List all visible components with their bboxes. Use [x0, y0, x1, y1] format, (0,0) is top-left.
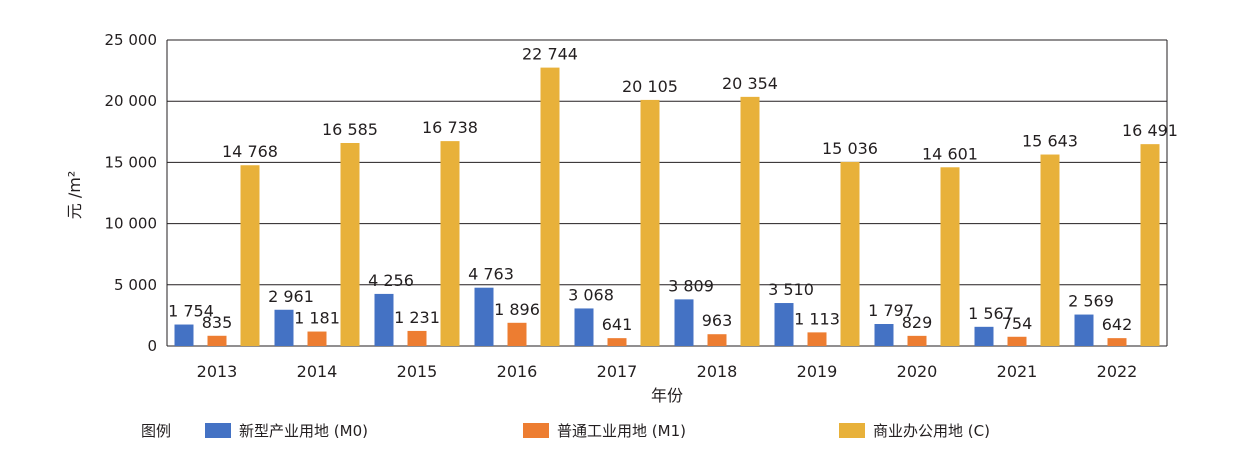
data-label: 16 491	[1122, 121, 1178, 140]
bar-series-2	[740, 96, 760, 347]
bar-series-1	[907, 335, 927, 346]
y-tick-label: 25 000	[105, 31, 158, 49]
data-labels-group: 1 754 2 961 4 256 4 763 3 068 3 809 3 510 1 797…	[168, 45, 1178, 335]
bar-series-2	[640, 99, 660, 347]
x-tick-label: 2017	[597, 362, 638, 381]
data-label: 14 601	[922, 144, 978, 163]
data-label: 1 896	[494, 300, 540, 319]
data-label: 1 231	[394, 308, 440, 327]
x-tick-label: 2019	[797, 362, 838, 381]
data-label: 22 744	[522, 45, 578, 64]
bar-series-1	[707, 334, 727, 346]
data-label: 4 763	[468, 265, 514, 284]
bar-series-1	[807, 332, 827, 346]
y-tick-label: 10 000	[105, 215, 158, 233]
bar-series-1	[207, 335, 227, 346]
data-label: 835	[202, 313, 233, 332]
data-label: 1 181	[294, 309, 340, 328]
legend-swatch-m0	[205, 423, 231, 438]
bar-series-2	[1040, 154, 1060, 346]
x-tick-labels: 2013 2014 2015 2016 2017 2018 2019 2020 2021 2022	[197, 362, 1138, 381]
legend-swatch-c	[839, 423, 865, 438]
data-label: 641	[602, 315, 633, 334]
data-label: 15 643	[1022, 132, 1078, 151]
bar-series-0	[274, 309, 294, 346]
bar-series-0	[874, 324, 894, 346]
data-label: 829	[902, 313, 933, 332]
y-axis-title: 元 /m²	[65, 171, 84, 219]
x-tick-label: 2022	[1097, 362, 1138, 381]
y-tick-label: 15 000	[105, 153, 158, 171]
x-tick-label: 2018	[697, 362, 738, 381]
bar-series-2	[340, 142, 360, 346]
bar-series-2	[940, 167, 960, 346]
data-label: 642	[1102, 315, 1133, 334]
data-label: 2 961	[268, 287, 314, 306]
x-tick-label: 2013	[197, 362, 238, 381]
x-tick-label: 2020	[897, 362, 938, 381]
x-tick-label: 2015	[397, 362, 438, 381]
legend-item-c: 商业办公用地 (C)	[839, 420, 990, 441]
legend-label-m1: 普通工业用地 (M1)	[557, 422, 686, 440]
bar-series-1	[1107, 338, 1127, 346]
bar-series-0	[374, 293, 394, 346]
gridlines	[166, 39, 1168, 347]
bar-series-1	[407, 330, 427, 346]
legend-label-c: 商业办公用地 (C)	[873, 422, 990, 440]
data-label: 1 113	[794, 309, 840, 328]
bar-series-2	[240, 165, 260, 346]
data-label: 16 738	[422, 118, 478, 137]
legend-swatch-m1	[523, 423, 549, 438]
data-label: 1 567	[968, 304, 1014, 323]
data-label: 1 797	[868, 301, 914, 320]
x-tick-label: 2014	[297, 362, 338, 381]
bar-series-0	[1074, 314, 1094, 346]
x-tick-label: 2021	[997, 362, 1038, 381]
y-tick-label: 5 000	[114, 276, 157, 294]
data-label: 15 036	[822, 139, 878, 158]
bar-series-2	[1140, 144, 1160, 346]
bar-series-0	[674, 299, 694, 346]
data-label: 3 809	[668, 276, 714, 295]
bar-series-0	[974, 326, 994, 346]
bar-series-1	[507, 322, 527, 346]
bar-series-0	[774, 303, 794, 346]
bar-series-0	[474, 287, 494, 346]
data-label: 14 768	[222, 142, 278, 161]
legend-title: 图例	[141, 422, 172, 440]
bar-series-1	[1007, 336, 1027, 346]
bar-series-0	[574, 308, 594, 346]
data-label: 20 354	[722, 74, 778, 93]
legend-item-m0: 新型产业用地 (M0)	[205, 420, 368, 441]
bar-series-2	[440, 141, 460, 346]
bar-series-2	[540, 67, 560, 347]
data-label: 3 510	[768, 280, 814, 299]
bar-series-0	[174, 324, 194, 346]
x-tick-label: 2016	[497, 362, 538, 381]
bars-group	[174, 67, 1160, 347]
y-tick-labels: 0 5 000 10 000 15 000 20 000 25 000	[105, 31, 158, 355]
legend-label-m0: 新型产业用地 (M0)	[239, 422, 368, 440]
data-label: 20 105	[622, 77, 678, 96]
bar-series-1	[607, 338, 627, 346]
data-label: 3 068	[568, 285, 614, 304]
data-label: 2 569	[1068, 292, 1114, 311]
data-label: 963	[702, 311, 733, 330]
legend-item-m1: 普通工业用地 (M1)	[523, 420, 686, 441]
data-label: 1 754	[168, 302, 214, 321]
data-label: 4 256	[368, 271, 414, 290]
bar-series-2	[840, 161, 860, 346]
y-tick-label: 20 000	[105, 92, 158, 110]
data-label: 16 585	[322, 120, 378, 139]
data-label: 754	[1002, 314, 1033, 333]
x-axis-title: 年份	[651, 386, 683, 405]
y-tick-label: 0	[147, 337, 157, 355]
legend: 图例 新型产业用地 (M0) 普通工业用地 (M1) 商业办公用地 (C)	[0, 420, 1238, 444]
bar-series-1	[307, 331, 327, 346]
